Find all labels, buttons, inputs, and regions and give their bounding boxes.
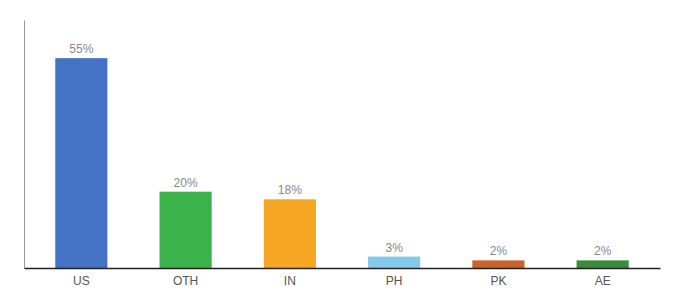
data-labels: 55% 20% 18% 3% 2% 2%: [69, 42, 611, 258]
x-tick-label: PH: [386, 274, 403, 288]
x-tick-label: IN: [284, 274, 296, 288]
x-tick-label: US: [73, 274, 90, 288]
x-axis-line: [25, 268, 661, 270]
x-tick: US: [73, 274, 90, 288]
data-label: 2%: [490, 244, 508, 258]
data-label: 18%: [278, 183, 302, 197]
data-label: 55%: [69, 42, 93, 56]
x-tick: PH: [386, 274, 403, 288]
x-tick: IN: [284, 274, 296, 288]
x-tick-label: AE: [595, 274, 611, 288]
data-label: 2%: [594, 244, 612, 258]
bar: [472, 260, 524, 268]
bar: [55, 58, 107, 268]
bar: [264, 199, 316, 268]
bars: [55, 58, 628, 268]
x-tick-label: PK: [490, 274, 506, 288]
y-axis-line: [24, 21, 25, 269]
y-axis: [24, 21, 25, 269]
x-tick: PK: [490, 274, 506, 288]
x-tick-label: OTH: [173, 274, 198, 288]
data-label: 3%: [385, 241, 403, 255]
chart: US OTH IN PH PK AE 55% 20% 18% 3% 2% 2%: [0, 0, 680, 300]
data-label: 20%: [174, 176, 198, 190]
bar: [577, 260, 629, 268]
bar: [160, 192, 212, 268]
x-tick: OTH: [173, 274, 198, 288]
bar: [368, 257, 420, 268]
x-axis: US OTH IN PH PK AE: [25, 269, 661, 288]
plot: US OTH IN PH PK AE 55% 20% 18% 3% 2% 2%: [25, 21, 661, 288]
x-tick: AE: [595, 274, 611, 288]
